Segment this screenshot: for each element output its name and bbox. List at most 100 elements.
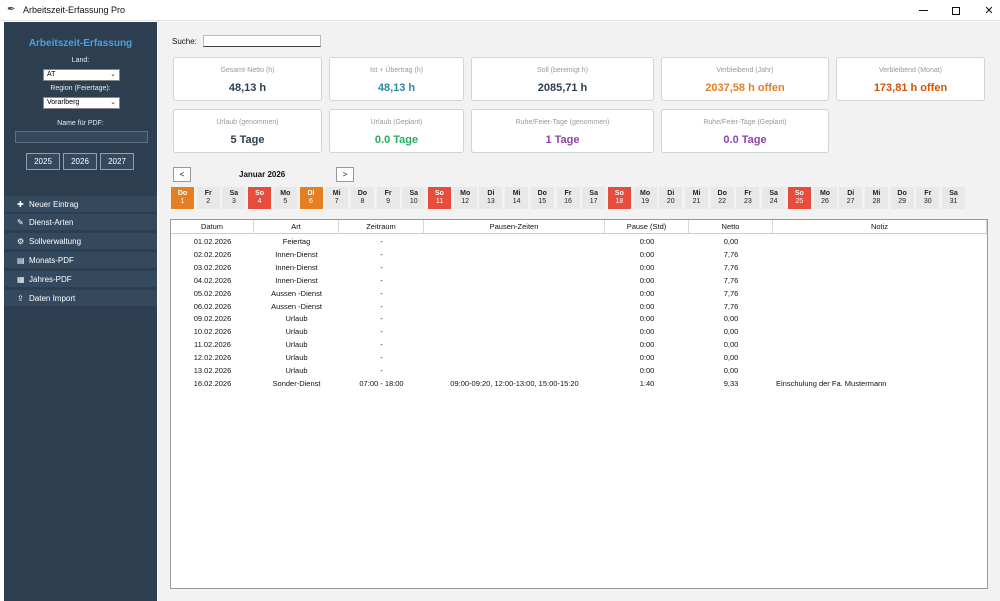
table-row[interactable]: 03.02.2026 Innen-Dienst - 0:00 7,76 <box>171 261 987 274</box>
day-cell[interactable]: Di 20 <box>659 187 683 209</box>
sidebar-title: Arbeitszeit-Erfassung <box>28 38 133 49</box>
column-header[interactable]: Notiz <box>773 220 987 234</box>
table-row[interactable]: 13.02.2026 Urlaub - 0:00 0,00 <box>171 364 987 377</box>
day-number: 21 <box>692 198 701 205</box>
table-cell: Urlaub <box>285 314 308 324</box>
day-cell[interactable]: Do 29 <box>890 187 914 209</box>
close-button[interactable]: ✕ <box>972 0 1000 21</box>
card-label: Gesamt-Netto (h) <box>220 67 275 74</box>
day-number: 16 <box>564 198 572 205</box>
day-name: Fr <box>924 190 932 197</box>
day-cell[interactable]: Sa 17 <box>582 187 606 209</box>
day-cell[interactable]: So 18 <box>607 187 631 209</box>
table-row[interactable]: 09.02.2026 Urlaub - 0:00 0,00 <box>171 312 987 325</box>
day-cell[interactable]: Do 15 <box>530 187 554 209</box>
table-row[interactable]: 12.02.2026 Urlaub - 0:00 0,00 <box>171 351 987 364</box>
table-cell: 09:00-09:20, 12:00-13:00, 15:00-15:20 <box>450 378 579 388</box>
table-cell <box>424 248 605 261</box>
table-row[interactable]: 10.02.2026 Urlaub - 0:00 0,00 <box>171 325 987 338</box>
day-cell[interactable]: Fr 2 <box>196 187 220 209</box>
day-cell[interactable]: Fr 16 <box>556 187 580 209</box>
day-cell[interactable]: Mi 21 <box>685 187 708 209</box>
minimize-button[interactable] <box>906 0 940 21</box>
day-cell[interactable]: Di 27 <box>839 187 863 209</box>
land-select[interactable]: AT ⌄ <box>43 69 120 81</box>
table-row[interactable]: 05.02.2026 Aussen -Dienst - 0:00 7,76 <box>171 287 987 300</box>
day-cell[interactable]: Do 22 <box>710 187 734 209</box>
day-cell[interactable]: Do 8 <box>350 187 374 209</box>
column-header[interactable]: Art <box>254 220 339 234</box>
table-cell: 03.02.2026 <box>193 262 232 272</box>
table-row[interactable]: 04.02.2026 Innen-Dienst - 0:00 7,76 <box>171 274 987 287</box>
table-cell <box>424 261 605 274</box>
day-cell[interactable]: Mo 5 <box>273 187 297 209</box>
table-cell <box>773 287 987 300</box>
column-header[interactable]: Datum <box>171 220 254 234</box>
land-select-value: AT <box>47 71 56 78</box>
day-cell[interactable]: Do 1 <box>171 187 194 209</box>
day-cell[interactable]: Fr 9 <box>376 187 400 209</box>
prev-month-button[interactable]: < <box>173 167 191 182</box>
table-row[interactable]: 02.02.2026 Innen-Dienst - 0:00 7,76 <box>171 248 987 261</box>
table-cell: Urlaub <box>285 353 308 363</box>
pdf-name-input[interactable] <box>15 131 148 143</box>
table-cell: 0:00 <box>639 237 655 246</box>
day-name: Mi <box>692 190 701 197</box>
monthly-pdf-button[interactable]: ▤ Monats-PDF <box>4 252 157 269</box>
day-cell[interactable]: So 11 <box>428 187 451 209</box>
day-cell[interactable]: So 4 <box>248 187 272 209</box>
year-button-2026[interactable]: 2026 <box>63 153 97 170</box>
column-header[interactable]: Zeitraum <box>339 220 424 234</box>
year-button-2027[interactable]: 2027 <box>100 153 134 170</box>
data-import-button[interactable]: ⇪ Daten Import <box>4 290 157 307</box>
target-management-button[interactable]: ⚙ Sollverwaltung <box>4 233 157 250</box>
day-name: So <box>794 190 804 197</box>
table-cell: 0,00 <box>723 314 739 324</box>
service-types-button[interactable]: ✎ Dienst-Arten <box>4 214 157 231</box>
table-row[interactable]: 16.02.2026 Sonder-Dienst 07:00 - 18:00 09:0… <box>171 377 987 390</box>
minimize-icon <box>918 10 928 11</box>
table-row[interactable]: 06.02.2026 Aussen -Dienst - 0:00 7,76 <box>171 300 987 313</box>
day-cell[interactable]: Sa 24 <box>762 187 786 209</box>
day-name: Mi <box>512 190 521 197</box>
column-header[interactable]: Netto <box>689 220 773 234</box>
day-cell[interactable]: Sa 31 <box>942 187 965 209</box>
region-select[interactable]: Vorarlberg ⌄ <box>43 97 120 109</box>
table-cell: 9,33 <box>723 378 739 388</box>
search-input[interactable] <box>203 35 321 47</box>
region-select-value: Vorarlberg <box>47 99 80 106</box>
day-cell[interactable]: Mo 12 <box>453 187 477 209</box>
table-cell: Urlaub <box>285 327 308 337</box>
table-row[interactable]: 01.02.2026 Feiertag - 0:00 0,00 <box>171 235 987 248</box>
day-cell[interactable]: Mo 19 <box>633 187 657 209</box>
new-entry-button[interactable]: ✚ Neuer Eintrag <box>4 196 157 213</box>
column-header[interactable]: Pause (Std) <box>605 220 689 234</box>
day-cell[interactable]: Di 6 <box>299 187 323 209</box>
day-cell[interactable]: Mi 7 <box>325 187 349 209</box>
day-cell[interactable]: Mi 28 <box>864 187 888 209</box>
day-cell[interactable]: Mi 14 <box>505 187 529 209</box>
year-button-2025[interactable]: 2025 <box>26 153 60 170</box>
day-name: Di <box>307 190 315 197</box>
maximize-button[interactable] <box>939 0 973 21</box>
yearly-pdf-label: Jahres-PDF <box>29 275 72 284</box>
table-cell <box>424 351 605 364</box>
next-month-button[interactable]: > <box>336 167 354 182</box>
import-icon: ⇪ <box>17 294 24 303</box>
table-row[interactable]: 11.02.2026 Urlaub - 0:00 0,00 <box>171 338 987 351</box>
day-cell[interactable]: Fr 23 <box>736 187 760 209</box>
table-cell: 01.02.2026 <box>193 237 232 246</box>
day-cell[interactable]: Di 13 <box>479 187 503 209</box>
day-cell[interactable]: So 25 <box>787 187 811 209</box>
day-cell[interactable]: Sa 10 <box>402 187 426 209</box>
table-cell: - <box>380 353 383 363</box>
day-cell[interactable]: Sa 3 <box>222 187 246 209</box>
day-cell[interactable]: Mo 26 <box>813 187 837 209</box>
yearly-pdf-button[interactable]: ▦ Jahres-PDF <box>4 271 157 288</box>
feather-icon: ✒ <box>7 4 16 15</box>
table-cell: 0,00 <box>723 366 739 375</box>
column-header[interactable]: Pausen-Zeiten <box>424 220 605 234</box>
day-cell[interactable]: Fr 30 <box>916 187 940 209</box>
day-name: Fr <box>744 190 752 197</box>
day-name: Sa <box>229 190 239 197</box>
